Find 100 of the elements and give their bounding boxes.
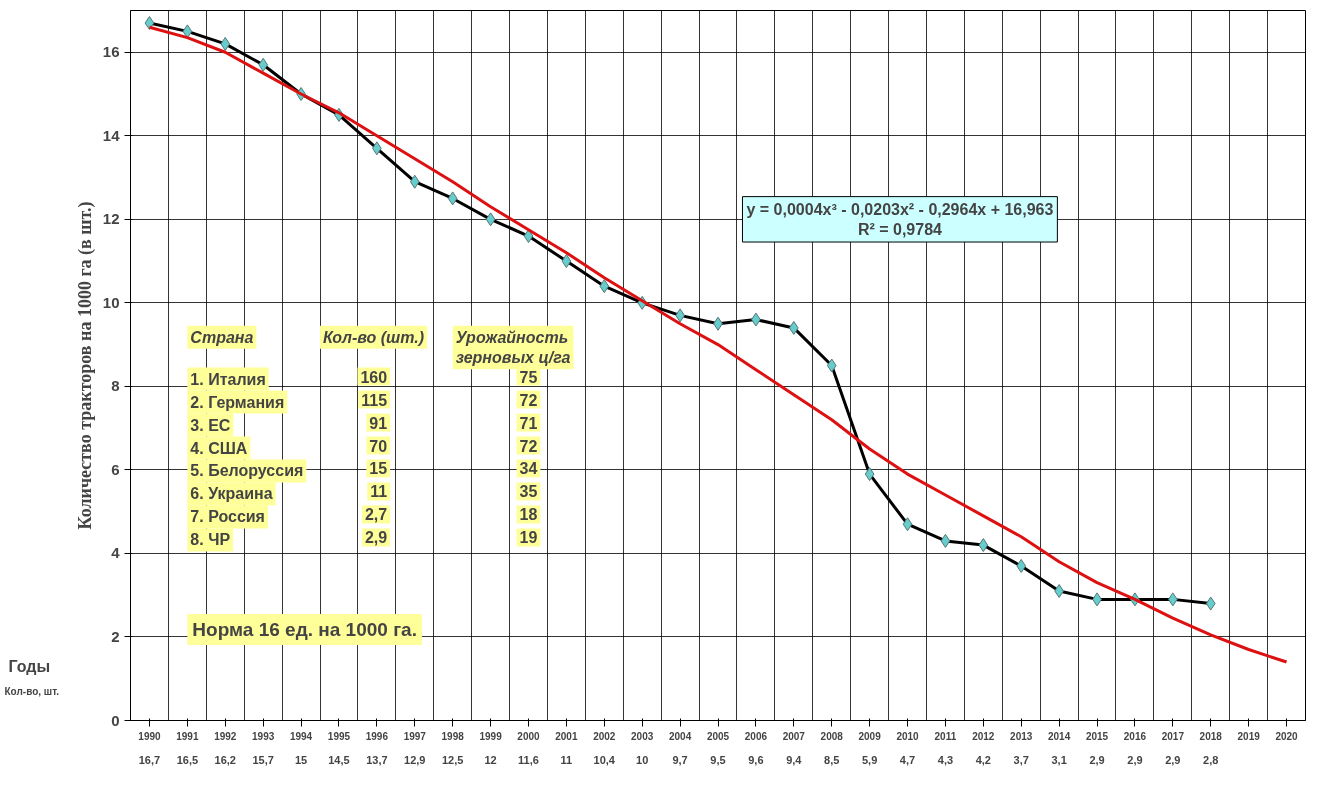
x-tick-label: 1995 — [327, 730, 351, 742]
annotation: 2. Германия — [190, 393, 285, 411]
x-tick-label: 2000 — [517, 730, 541, 742]
data-label: 2,9 — [1165, 753, 1181, 766]
y-tick-label: 10 — [102, 293, 120, 311]
annotation: 70 — [369, 437, 388, 455]
text: Кол-во, шт. — [4, 686, 60, 698]
data-label: 12,9 — [404, 753, 426, 766]
x-tick-label: 1996 — [365, 730, 389, 742]
data-label: 13,7 — [366, 753, 388, 766]
data-label: 3,7 — [1013, 753, 1029, 766]
annotation: 15 — [369, 460, 388, 478]
annotation: 115 — [361, 391, 388, 409]
x-tick-label: 2001 — [555, 730, 578, 742]
annotation: 11 — [370, 483, 388, 501]
data-label: 10,4 — [593, 753, 616, 766]
x-tick-label: 1994 — [289, 730, 313, 742]
data-label: 3,1 — [1051, 753, 1067, 766]
y-tick-label: 16 — [102, 43, 120, 61]
annotation: 72 — [519, 391, 538, 409]
x-tick-label: 2002 — [593, 730, 616, 742]
x-tick-label: 2017 — [1161, 730, 1185, 742]
annotation: Кол-во (шт.) — [323, 328, 425, 346]
data-label: 9,6 — [748, 753, 764, 766]
data-label: 2,8 — [1203, 753, 1219, 766]
text: Годы — [8, 658, 51, 676]
data-label: 16,2 — [214, 753, 236, 766]
annotation: 5. Белоруссия — [190, 462, 304, 480]
data-label: 5,9 — [861, 753, 878, 766]
x-tick-label: 2004 — [668, 730, 692, 742]
y-tick-label: 2 — [111, 627, 120, 645]
y-tick-label: 4 — [111, 544, 121, 562]
data-label: 4,2 — [975, 753, 991, 766]
data-label: 4,3 — [937, 753, 954, 766]
data-label: 8,5 — [824, 753, 840, 766]
x-tick-label: 2012 — [972, 730, 995, 742]
annotation: R² = 0,9784 — [857, 221, 943, 239]
data-label: 9,4 — [786, 753, 803, 766]
annotation: 1. Италия — [190, 370, 266, 388]
x-tick-label: 2003 — [631, 730, 654, 742]
x-tick-label: 2018 — [1199, 730, 1223, 742]
x-tick-label: 1993 — [252, 730, 275, 742]
y-tick-label: 6 — [111, 460, 120, 478]
data-label: 15,7 — [252, 753, 274, 766]
annotation: 75 — [519, 368, 538, 386]
annotation: 72 — [519, 437, 538, 455]
data-label: 9,5 — [710, 753, 726, 766]
annotation: 91 — [369, 414, 388, 432]
data-label: 11 — [560, 753, 573, 766]
annotation: 4. США — [190, 439, 248, 457]
annotation: 34 — [519, 460, 538, 478]
annotation: 8. ЧР — [190, 531, 231, 549]
annotation: 2,7 — [364, 506, 388, 524]
y-tick-label: 14 — [102, 126, 121, 144]
data-label: 12,5 — [441, 753, 464, 766]
x-tick-label: 2006 — [744, 730, 768, 742]
data-label: 10 — [636, 753, 649, 766]
annotation: 7. Россия — [190, 508, 265, 526]
data-label: 12 — [484, 753, 497, 766]
x-tick-label: 2008 — [820, 730, 844, 742]
data-label: 14,5 — [328, 753, 350, 766]
data-label: 9,7 — [672, 753, 688, 766]
x-tick-label: 2019 — [1237, 730, 1261, 742]
x-tick-label: 2020 — [1275, 730, 1299, 742]
y-axis-title: Количество тракторов на 1000 га (в шт.) — [74, 201, 96, 530]
data-label: 15 — [294, 753, 308, 766]
data-label: 16,5 — [176, 753, 199, 766]
data-label: 2,9 — [1127, 753, 1143, 766]
annotation: 18 — [519, 506, 538, 524]
x-tick-label: 2016 — [1123, 730, 1147, 742]
x-tick-label: 2014 — [1048, 730, 1071, 742]
x-tick-label: 1999 — [479, 730, 503, 742]
annotation: 19 — [519, 529, 538, 547]
annotation: 71 — [519, 414, 538, 432]
annotation: 6. Украина — [190, 485, 273, 503]
annotation: 3. ЕС — [190, 416, 231, 434]
x-tick-label: 2010 — [896, 730, 920, 742]
x-tick-label: 2009 — [858, 730, 882, 742]
y-tick-label: 0 — [111, 711, 120, 729]
data-label: 11,6 — [518, 753, 539, 766]
x-tick-label: 2007 — [782, 730, 806, 742]
x-tick-label: 2013 — [1010, 730, 1033, 742]
y-tick-label: 8 — [111, 377, 120, 395]
annotation: 35 — [519, 483, 538, 501]
x-tick-label: 1998 — [441, 730, 465, 742]
y-tick-label: 12 — [102, 210, 120, 228]
annotation: Урожайность зерновых ц/га — [455, 328, 571, 367]
annotation: 160 — [360, 368, 388, 386]
x-tick-label: 2015 — [1085, 730, 1109, 742]
x-tick-label: 2005 — [706, 730, 730, 742]
data-label: 16,7 — [138, 753, 161, 766]
x-tick-label: 1991 — [176, 730, 199, 742]
x-tick-label: 1990 — [138, 730, 162, 742]
annotation: 2,9 — [364, 529, 388, 547]
annotation: Страна — [190, 328, 254, 346]
x-tick-label: 1997 — [403, 730, 427, 742]
annotation: Норма 16 ед. на 1000 га. — [192, 619, 417, 640]
annotation: y = 0,0004x³ - 0,0203x² - 0,2964x + 16,963 — [746, 200, 1054, 218]
data-label: 4,7 — [899, 753, 916, 766]
data-label: 2,9 — [1089, 753, 1105, 766]
